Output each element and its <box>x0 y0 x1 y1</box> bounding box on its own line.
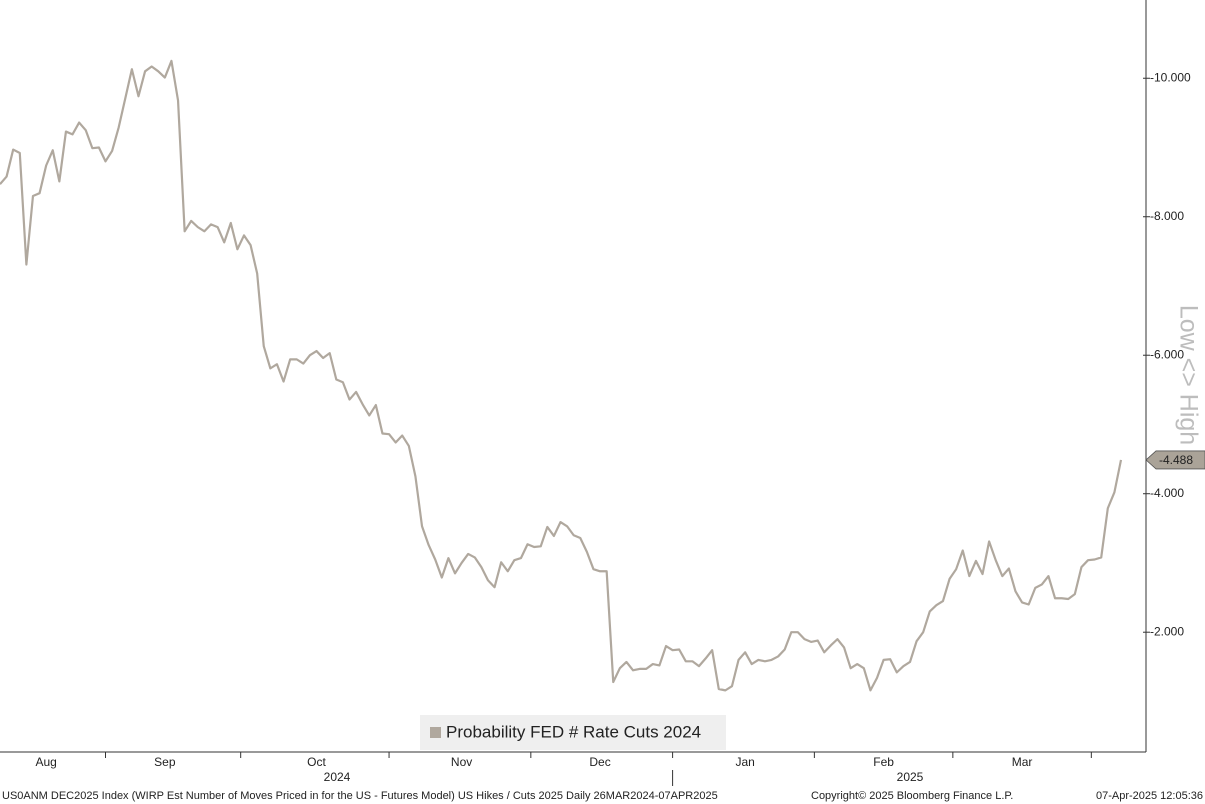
x-tick-label: Aug <box>35 755 56 769</box>
last-value-label: -4.488 <box>1159 453 1193 467</box>
x-tick-label: Dec <box>589 755 610 769</box>
x-tick-label: Nov <box>451 755 472 769</box>
series-line <box>0 59 1123 692</box>
x-tick-label: Oct <box>307 755 326 769</box>
y-tick-label: -8.000 <box>1150 209 1184 223</box>
footer-copyright: Copyright© 2025 Bloomberg Finance L.P. <box>811 790 1013 802</box>
footer-timestamp: 07-Apr-2025 12:05:36 <box>1096 790 1203 802</box>
y-tick-label: -6.000 <box>1150 347 1184 361</box>
y-tick-label: -4.000 <box>1150 486 1184 500</box>
x-tick-label: Mar <box>1012 755 1033 769</box>
year-label: 2025 <box>897 770 924 784</box>
x-tick-label: Sep <box>154 755 176 769</box>
legend-label: Probability FED # Rate Cuts 2024 <box>446 722 701 741</box>
y-axis-title: Low <> High <box>1174 305 1202 445</box>
y-tick-label: -10.000 <box>1150 70 1191 84</box>
year-label: 2024 <box>324 770 351 784</box>
legend-swatch <box>430 727 441 738</box>
footer-source: US0ANM DEC2025 Index (WIRP Est Number of… <box>2 790 718 802</box>
last-value-tag <box>1145 450 1205 470</box>
y-tick-label: -2.000 <box>1150 624 1184 638</box>
legend-box <box>420 715 726 750</box>
x-tick-label: Feb <box>873 755 894 769</box>
x-tick-label: Jan <box>735 755 754 769</box>
